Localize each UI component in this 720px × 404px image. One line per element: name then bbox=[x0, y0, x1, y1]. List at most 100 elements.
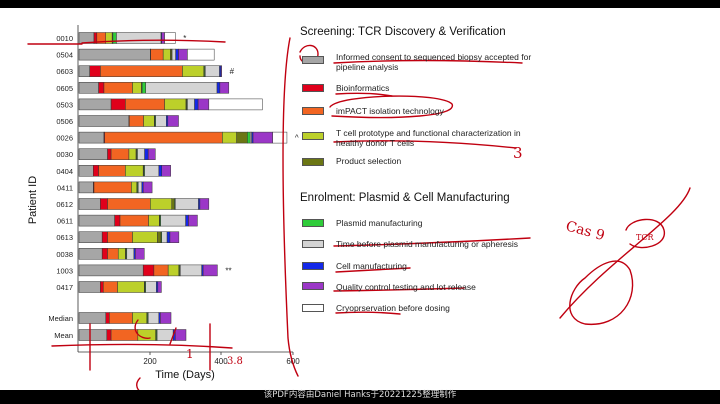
bar-segment-0404-3 bbox=[125, 165, 144, 177]
bar-segment-mean-6 bbox=[156, 329, 174, 341]
ink-note-38: 3.8 bbox=[227, 356, 243, 367]
bar-segment-0603-1 bbox=[89, 65, 101, 77]
bar-segment-0611-6 bbox=[160, 214, 186, 227]
bar-segment-0026-0 bbox=[78, 131, 105, 144]
ink-note-tcr: TCR bbox=[636, 233, 654, 242]
bar-segment-0506-3 bbox=[143, 115, 155, 127]
bar-segment-0404-2 bbox=[98, 165, 126, 177]
bar-segment-0038-0 bbox=[78, 248, 103, 260]
bar-segment-0026-2 bbox=[104, 131, 223, 144]
patient-label-0612: 0612 bbox=[56, 200, 73, 209]
patient-label-0613: 0613 bbox=[56, 233, 73, 242]
bar-segment-1003-3 bbox=[167, 264, 180, 277]
bar-segment-mean-2 bbox=[110, 329, 139, 341]
slide-canvas: 0010 * 0504 0603 #0605 0503 0506 0026 ^ 0030 0404 0… bbox=[0, 8, 720, 390]
legend-label-consent: Informed consent to sequenced biopsy acc… bbox=[336, 52, 532, 72]
bar-segment-0613-8 bbox=[169, 231, 180, 243]
bar-segment-0603-6 bbox=[205, 65, 220, 77]
bar-segment-0613-6 bbox=[161, 231, 168, 243]
legend-label-product: Product selection bbox=[336, 156, 402, 166]
bar-segment-0404-0 bbox=[78, 165, 94, 177]
bar-segment-0026-4 bbox=[236, 131, 248, 144]
gantt-chart: 0010 * 0504 0603 #0605 0503 0506 0026 ^ 0030 0404 0… bbox=[27, 25, 691, 390]
legend-label-impact: imPACT isolation technology bbox=[336, 106, 444, 116]
patient-label-mean: Mean bbox=[54, 331, 73, 340]
bar-segment-0504-8 bbox=[178, 48, 188, 61]
bar-segment-0611-0 bbox=[78, 214, 115, 227]
y-axis-title: Patient ID bbox=[27, 176, 39, 224]
legend-label-cryo: Cryoprservation before dosing bbox=[336, 303, 450, 313]
bar-segment-0411-0 bbox=[78, 181, 94, 194]
bar-segment-0503-2 bbox=[125, 98, 165, 111]
bar-segment-1003-2 bbox=[153, 264, 169, 277]
bar-segment-0030-1 bbox=[107, 148, 112, 160]
ink-note-3: 3 bbox=[513, 144, 523, 162]
bar-segment-0404-1 bbox=[93, 165, 99, 177]
bar-segment-1003-8 bbox=[202, 264, 218, 277]
ink-circle-impact bbox=[329, 95, 453, 119]
legend-swatch-timebefore bbox=[302, 240, 324, 248]
marker-0010: * bbox=[183, 34, 186, 43]
patient-label-0506: 0506 bbox=[56, 117, 73, 126]
ink-underline-consent bbox=[333, 59, 523, 64]
bar-segment-0411-3 bbox=[131, 181, 138, 194]
bar-segment-0417-0 bbox=[78, 281, 101, 293]
x-tick-label-600: 600 bbox=[286, 357, 300, 366]
ink-underline-timebefore bbox=[333, 237, 531, 247]
legend-swatch-impact bbox=[302, 107, 324, 115]
bar-segment-median-3 bbox=[132, 312, 148, 324]
bar-segment-0612-4 bbox=[171, 198, 175, 210]
bar-segment-0503-7 bbox=[194, 98, 199, 111]
marker-0026: ^ bbox=[295, 134, 299, 143]
legend-label-plasmid: Plasmid manufacturing bbox=[336, 218, 423, 228]
bar-segment-0503-1 bbox=[110, 98, 126, 111]
patient-label-0010: 0010 bbox=[56, 34, 73, 43]
bar-segment-0010-9 bbox=[164, 32, 176, 44]
bar-segment-0030-8 bbox=[147, 148, 156, 160]
bar-segment-0417-3 bbox=[117, 281, 145, 293]
bar-segment-0417-1 bbox=[100, 281, 104, 293]
legend-group-screening-title: Screening: TCR Discovery & Verification bbox=[300, 26, 506, 38]
bar-segment-0038-1 bbox=[101, 248, 108, 260]
bar-segment-0026-5 bbox=[247, 131, 251, 144]
bar-segment-0603-0 bbox=[78, 65, 90, 77]
ink-underline-cryo bbox=[335, 311, 401, 315]
patient-label-0411: 0411 bbox=[57, 183, 73, 192]
patient-label-0030: 0030 bbox=[56, 150, 73, 159]
bar-segment-0612-2 bbox=[107, 198, 151, 210]
bar-segment-0506-2 bbox=[129, 115, 144, 127]
bar-segment-0605-5 bbox=[141, 82, 146, 94]
bar-segment-0030-2 bbox=[110, 148, 130, 160]
legend-swatch-product bbox=[302, 158, 324, 166]
bar-segment-0038-2 bbox=[107, 248, 119, 260]
bar-segment-0503-3 bbox=[164, 98, 187, 111]
bar-segment-0612-1 bbox=[100, 198, 108, 210]
bar-segment-0503-8 bbox=[197, 98, 210, 111]
bar-segment-0030-3 bbox=[128, 148, 137, 160]
legend-swatch-consent bbox=[302, 56, 324, 64]
ink-bottom-scribble bbox=[136, 377, 141, 390]
ink-circle-tcr bbox=[625, 218, 665, 249]
bar-segment-0030-6 bbox=[137, 148, 145, 160]
ink-mean-brackets bbox=[89, 323, 211, 371]
bar-segment-0613-7 bbox=[166, 231, 171, 243]
bar-segment-0038-3 bbox=[117, 248, 126, 260]
marker-1003: ** bbox=[225, 266, 231, 275]
bar-segment-0417-8 bbox=[157, 281, 162, 293]
bar-segment-0612-3 bbox=[150, 198, 172, 210]
bar-segment-0605-1 bbox=[98, 82, 105, 94]
bar-segment-0038-8 bbox=[135, 248, 145, 260]
bar-segment-0613-1 bbox=[101, 231, 108, 243]
bar-segment-0503-0 bbox=[78, 98, 112, 111]
bar-segment-0605-7 bbox=[216, 82, 221, 94]
bar-segment-0605-6 bbox=[145, 82, 218, 94]
bar-segment-1003-6 bbox=[180, 264, 202, 277]
bar-segment-0605-0 bbox=[78, 82, 99, 94]
ink-bracket-left bbox=[282, 37, 299, 377]
bar-segment-0411-8 bbox=[142, 181, 153, 194]
bar-segment-1003-0 bbox=[78, 264, 144, 277]
legend-swatch-tcell bbox=[302, 132, 324, 140]
bar-segment-0010-8 bbox=[161, 32, 165, 44]
bar-segment-mean-0 bbox=[78, 329, 108, 341]
bar-segment-0612-0 bbox=[78, 198, 101, 210]
